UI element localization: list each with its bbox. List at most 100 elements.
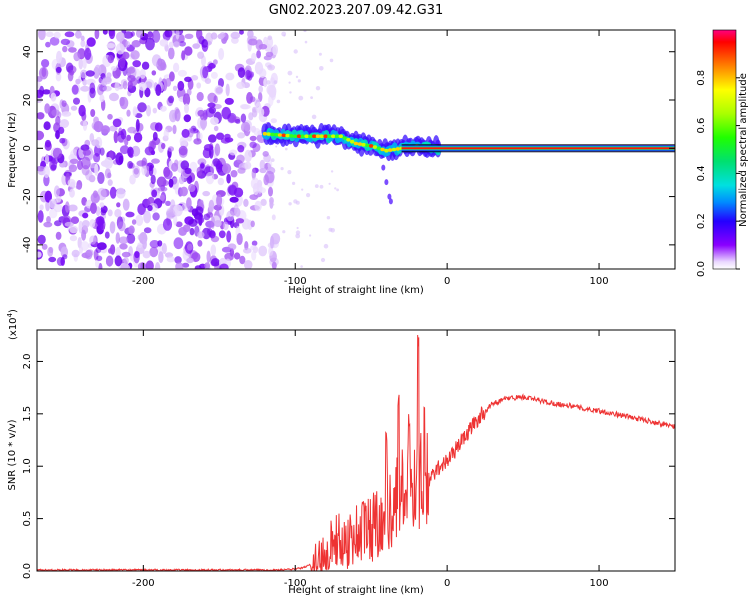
noise-speckle bbox=[295, 200, 300, 205]
noise-speckle bbox=[196, 91, 204, 102]
noise-speckle bbox=[123, 257, 129, 265]
noise-speckle bbox=[61, 111, 72, 117]
noise-speckle bbox=[306, 193, 311, 198]
noise-speckle bbox=[181, 50, 186, 61]
y-tick-label: -20 bbox=[22, 188, 33, 204]
noise-speckle bbox=[173, 62, 180, 73]
noise-speckle bbox=[216, 132, 225, 140]
noise-speckle bbox=[60, 38, 71, 46]
noise-speckle bbox=[78, 104, 86, 117]
noise-speckle bbox=[102, 85, 112, 92]
signal-peak bbox=[277, 133, 283, 137]
noise-speckle bbox=[130, 31, 135, 37]
noise-speckle bbox=[59, 137, 66, 144]
noise-speckle bbox=[97, 218, 104, 232]
noise-speckle bbox=[293, 49, 298, 54]
signal-tail bbox=[381, 164, 386, 171]
snr-y-scale-exponent: 4 bbox=[6, 312, 14, 317]
noise-speckle bbox=[114, 81, 120, 92]
noise-speckle bbox=[244, 149, 253, 162]
noise-speckle bbox=[89, 235, 97, 245]
noise-speckle bbox=[208, 62, 216, 69]
noise-speckle bbox=[165, 78, 172, 87]
noise-speckle bbox=[298, 95, 304, 101]
noise-speckle bbox=[184, 33, 194, 39]
noise-speckle bbox=[96, 255, 103, 262]
noise-speckle bbox=[55, 115, 61, 126]
noise-speckle bbox=[247, 38, 258, 46]
noise-speckle bbox=[159, 194, 165, 201]
noise-speckle bbox=[227, 243, 237, 251]
noise-speckle bbox=[37, 81, 41, 89]
noise-speckle bbox=[163, 128, 169, 140]
noise-speckle bbox=[243, 260, 253, 269]
noise-speckle bbox=[296, 226, 299, 230]
x-tick-label: -200 bbox=[132, 578, 155, 589]
noise-speckle bbox=[269, 77, 276, 90]
noise-speckle bbox=[179, 35, 185, 43]
noise-speckle bbox=[84, 47, 92, 61]
noise-speckle bbox=[326, 216, 331, 220]
noise-speckle bbox=[104, 157, 113, 169]
signal-peak bbox=[300, 134, 305, 138]
noise-speckle bbox=[126, 233, 136, 244]
noise-speckle bbox=[82, 58, 87, 69]
y-tick-label: 1.0 bbox=[22, 458, 33, 474]
noise-speckle bbox=[109, 92, 119, 102]
noise-speckle bbox=[260, 198, 267, 206]
noise-speckle bbox=[271, 261, 277, 269]
noise-speckle bbox=[85, 249, 93, 260]
noise-speckle bbox=[131, 40, 141, 48]
noise-speckle bbox=[173, 41, 180, 48]
noise-speckle bbox=[80, 40, 86, 48]
noise-speckle bbox=[149, 246, 159, 258]
noise-speckle bbox=[251, 52, 257, 62]
noise-speckle bbox=[237, 167, 246, 174]
noise-speckle bbox=[75, 184, 82, 190]
noise-speckle bbox=[49, 158, 58, 172]
noise-speckle bbox=[210, 235, 220, 243]
noise-speckle bbox=[295, 75, 299, 79]
noise-speckle bbox=[135, 119, 140, 132]
noise-speckle bbox=[143, 227, 152, 234]
noise-speckle bbox=[182, 93, 191, 106]
signal-peak bbox=[388, 148, 393, 152]
noise-speckle bbox=[250, 177, 260, 190]
noise-speckle bbox=[157, 186, 168, 192]
noise-speckle bbox=[253, 127, 261, 136]
noise-speckle bbox=[237, 132, 246, 139]
noise-speckle bbox=[145, 260, 154, 269]
noise-speckle bbox=[56, 50, 62, 64]
noise-speckle bbox=[71, 249, 80, 258]
noise-speckle bbox=[49, 208, 58, 219]
noise-speckle bbox=[119, 145, 130, 155]
signal-tail bbox=[387, 193, 392, 200]
noise-speckle bbox=[107, 179, 113, 187]
noise-speckle bbox=[149, 240, 160, 249]
noise-speckle bbox=[99, 202, 105, 208]
noise-speckle bbox=[48, 198, 57, 209]
noise-speckle bbox=[310, 96, 313, 99]
noise-speckle bbox=[272, 203, 275, 206]
noise-speckle bbox=[301, 188, 304, 191]
noise-speckle bbox=[58, 126, 65, 134]
noise-speckle bbox=[97, 172, 105, 184]
signal-peak bbox=[281, 133, 286, 138]
noise-speckle bbox=[109, 125, 118, 132]
noise-speckle bbox=[82, 78, 88, 86]
noise-speckle bbox=[69, 158, 79, 164]
noise-speckle bbox=[101, 80, 107, 87]
signal-peak bbox=[315, 134, 321, 138]
noise-speckle bbox=[69, 70, 75, 76]
noise-speckle bbox=[113, 130, 119, 144]
noise-speckle bbox=[80, 35, 85, 42]
noise-speckle bbox=[51, 109, 60, 117]
noise-speckle bbox=[127, 161, 133, 169]
noise-speckle bbox=[182, 262, 190, 268]
noise-speckle bbox=[201, 119, 206, 131]
colorbar-tick-label: 0.6 bbox=[696, 118, 707, 134]
noise-speckle bbox=[82, 220, 90, 228]
noise-speckle bbox=[171, 162, 179, 172]
noise-speckle bbox=[168, 95, 175, 104]
noise-speckle bbox=[42, 89, 51, 95]
